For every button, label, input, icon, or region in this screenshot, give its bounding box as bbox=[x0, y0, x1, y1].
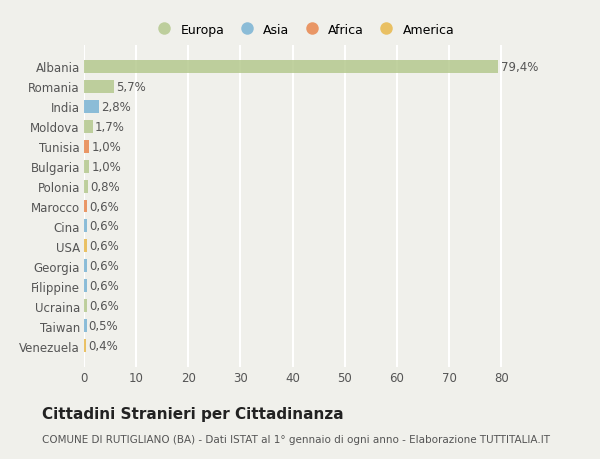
Bar bbox=[84, 61, 498, 73]
Bar bbox=[84, 240, 87, 253]
Text: 79,4%: 79,4% bbox=[500, 61, 538, 73]
Bar bbox=[84, 120, 93, 133]
Text: Cittadini Stranieri per Cittadinanza: Cittadini Stranieri per Cittadinanza bbox=[42, 406, 344, 421]
Text: 0,8%: 0,8% bbox=[90, 180, 120, 193]
Text: 0,6%: 0,6% bbox=[89, 260, 119, 273]
Text: 0,6%: 0,6% bbox=[89, 200, 119, 213]
Text: 1,0%: 1,0% bbox=[91, 140, 121, 153]
Text: 1,0%: 1,0% bbox=[91, 160, 121, 173]
Text: COMUNE DI RUTIGLIANO (BA) - Dati ISTAT al 1° gennaio di ogni anno - Elaborazione: COMUNE DI RUTIGLIANO (BA) - Dati ISTAT a… bbox=[42, 434, 550, 444]
Text: 0,6%: 0,6% bbox=[89, 300, 119, 313]
Legend: Europa, Asia, Africa, America: Europa, Asia, Africa, America bbox=[148, 20, 458, 40]
Bar bbox=[84, 200, 87, 213]
Bar bbox=[84, 320, 86, 333]
Text: 0,6%: 0,6% bbox=[89, 240, 119, 253]
Text: 5,7%: 5,7% bbox=[116, 80, 146, 94]
Text: 0,5%: 0,5% bbox=[89, 319, 118, 333]
Text: 1,7%: 1,7% bbox=[95, 120, 125, 133]
Bar bbox=[84, 220, 87, 233]
Bar bbox=[84, 300, 87, 313]
Bar bbox=[84, 80, 114, 93]
Text: 2,8%: 2,8% bbox=[101, 101, 131, 113]
Bar bbox=[84, 260, 87, 273]
Bar bbox=[84, 340, 86, 353]
Text: 0,6%: 0,6% bbox=[89, 280, 119, 293]
Bar bbox=[84, 101, 98, 113]
Bar bbox=[84, 160, 89, 173]
Text: 0,6%: 0,6% bbox=[89, 220, 119, 233]
Bar bbox=[84, 140, 89, 153]
Text: 0,4%: 0,4% bbox=[88, 340, 118, 353]
Bar bbox=[84, 180, 88, 193]
Bar bbox=[84, 280, 87, 293]
